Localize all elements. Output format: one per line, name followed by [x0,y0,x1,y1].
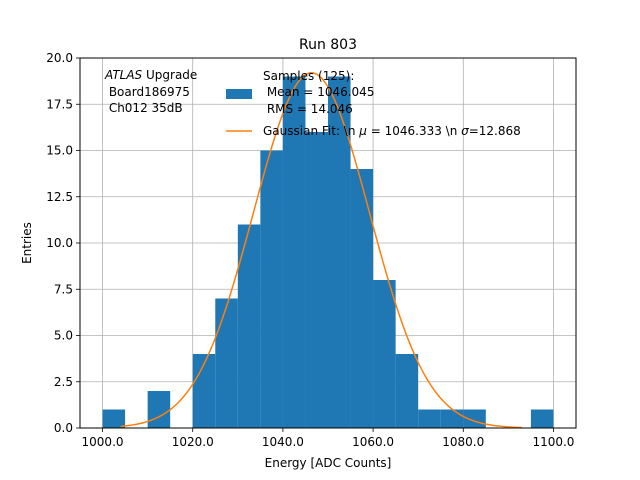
gaussian-fit-curve [120,72,522,429]
y-tick-label-5: 12.5 [46,190,73,204]
legend: Samples (125): Mean = 1046.045 RMS = 14.… [226,69,521,138]
legend-samples-line1: Samples (125): [263,69,354,83]
histogram-bar-7 [260,150,283,428]
histogram-bars [102,76,554,428]
histogram-bar-4 [192,354,216,428]
histogram-bar-6 [237,224,261,428]
histogram-bar-11 [350,169,374,428]
legend-fit-sigma-text: =12.868 [469,124,521,138]
legend-fit-prefix: Gaussian Fit: \n [263,124,359,138]
legend-samples-line3: RMS = 14.046 [263,102,353,116]
x-tick-label-2: 1040.0 [262,435,304,449]
y-tick-label-7: 17.5 [46,97,73,111]
histogram-bar-19 [530,409,554,428]
histogram-bar-12 [373,280,396,428]
histogram-bar-5 [215,298,238,428]
legend-fit-sigma-symbol: σ [461,124,469,138]
histogram-bar-10 [328,76,351,428]
x-tick-label-0: 1000.0 [82,435,124,449]
y-tick-label-0: 0.0 [54,421,73,435]
legend-samples-swatch [226,89,252,99]
gaussian-fit [120,72,522,429]
svg-text:Gaussian Fit: \n μ = 1046.333: Gaussian Fit: \n μ = 1046.333 \n σ=12.86… [263,124,521,138]
x-tick-label-3: 1060.0 [352,435,394,449]
y-tick-label-8: 20.0 [46,51,73,65]
y-tick-label-6: 15.0 [46,144,73,158]
legend-fit-mu-text: = 1046.333 \n [367,124,461,138]
atlas-annotation-channel: Ch012 35dB [105,101,183,115]
x-tick-label-1: 1020.0 [172,435,214,449]
histogram-bar-15 [440,409,464,428]
y-tick-label-3: 7.5 [54,282,73,296]
x-axis-label: Energy [ADC Counts] [265,456,392,470]
x-tick-label-4: 1080.0 [442,435,484,449]
y-tick-label-4: 10.0 [46,236,73,250]
y-axis-label: Entries [20,222,34,264]
chart-title: Run 803 [299,37,357,53]
svg-text:ATLAS Upgrade: ATLAS Upgrade [104,68,197,82]
atlas-annotation: ATLAS Upgrade Board186975 Ch012 35dB [104,68,197,115]
histogram-bar-9 [305,132,328,428]
y-tick-label-2: 5.0 [54,329,73,343]
histogram-bar-8 [282,76,306,428]
atlas-annotation-italic: ATLAS [104,68,143,82]
legend-samples-line2: Mean = 1046.045 [263,85,374,99]
atlas-annotation-suffix: Upgrade [142,68,197,82]
histogram-bar-2 [147,391,171,428]
histogram-bar-14 [418,409,441,428]
x-tick-label-5: 1100.0 [532,435,574,449]
histogram-bar-0 [102,409,126,428]
histogram-bar-13 [395,354,419,428]
legend-fit-mu-symbol: μ [358,124,367,138]
y-tick-label-1: 2.5 [54,375,73,389]
atlas-annotation-board: Board186975 [105,85,190,99]
axis-ticks: 1000.0 1020.0 1040.0 1060.0 1080.0 1100.0 0.0 2… [46,51,574,449]
